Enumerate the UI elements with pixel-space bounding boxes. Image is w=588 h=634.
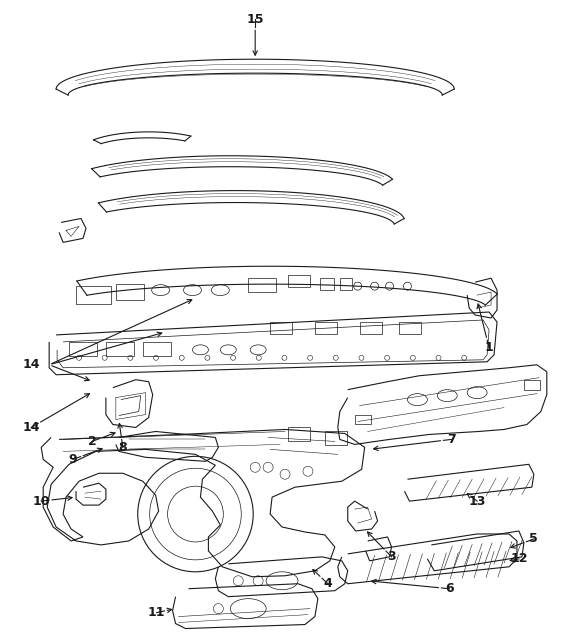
- Text: 14: 14: [22, 421, 40, 434]
- Bar: [325, 432, 347, 446]
- Bar: [69, 342, 97, 356]
- Bar: [116, 284, 143, 300]
- Text: 1: 1: [485, 341, 493, 354]
- Bar: [270, 322, 292, 334]
- Text: 7: 7: [447, 433, 456, 446]
- Bar: [76, 286, 111, 304]
- Text: 10: 10: [32, 495, 50, 508]
- Text: 14: 14: [22, 358, 40, 372]
- Bar: [355, 415, 370, 425]
- Bar: [315, 322, 337, 334]
- Text: 4: 4: [323, 577, 332, 590]
- Text: 11: 11: [148, 606, 165, 619]
- Text: 3: 3: [387, 550, 396, 564]
- Bar: [288, 275, 310, 287]
- Text: 8: 8: [119, 441, 127, 454]
- Bar: [248, 278, 276, 292]
- Text: 13: 13: [469, 495, 486, 508]
- Text: 15: 15: [246, 13, 264, 26]
- Text: 2: 2: [88, 435, 96, 448]
- Bar: [320, 278, 334, 290]
- Bar: [524, 380, 540, 390]
- Text: 9: 9: [69, 453, 78, 466]
- Bar: [340, 278, 352, 290]
- Bar: [143, 342, 171, 356]
- Bar: [399, 322, 422, 334]
- Text: 12: 12: [510, 552, 527, 566]
- Bar: [288, 427, 310, 441]
- Text: 5: 5: [529, 533, 538, 545]
- Bar: [106, 342, 133, 356]
- Bar: [360, 322, 382, 334]
- Text: 6: 6: [445, 582, 453, 595]
